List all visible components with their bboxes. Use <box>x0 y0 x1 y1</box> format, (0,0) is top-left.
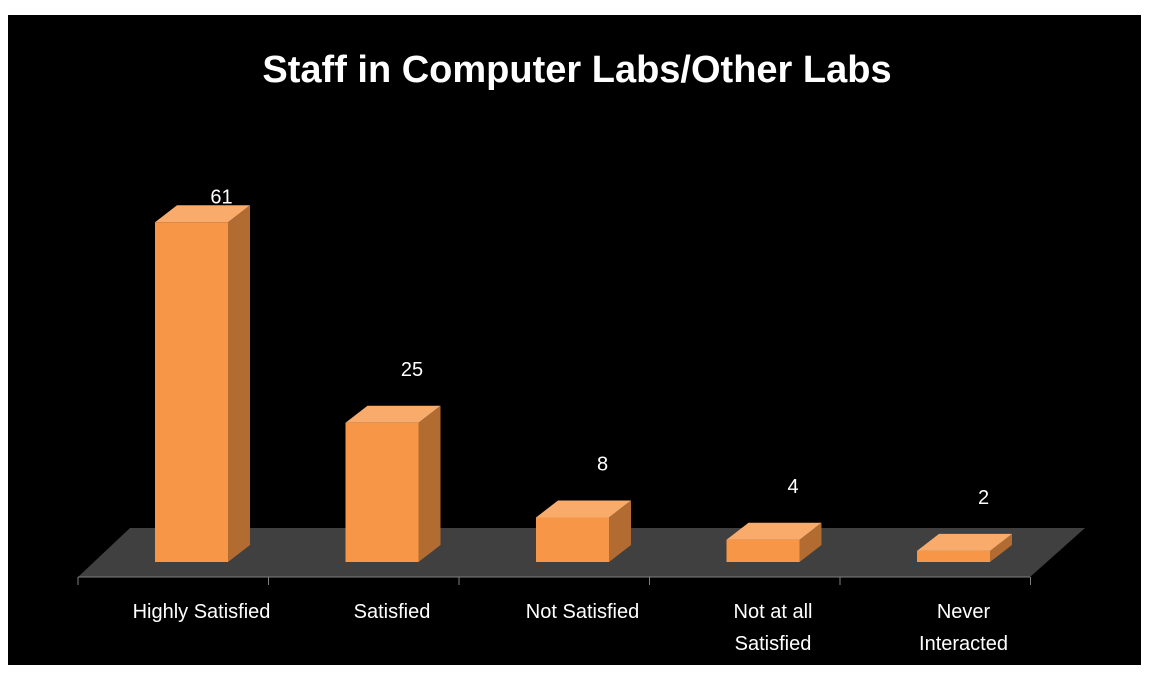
data-label: 61 <box>210 186 232 208</box>
data-label: 8 <box>597 454 608 476</box>
bar-top <box>155 205 250 223</box>
bar-front <box>726 539 800 562</box>
data-label: 25 <box>401 359 423 381</box>
bar-front <box>345 422 419 562</box>
bar-side <box>228 205 250 563</box>
bar-side <box>799 522 822 562</box>
bar-side <box>609 500 631 562</box>
bar-front <box>536 517 609 562</box>
bar-top <box>536 500 631 518</box>
chart-title: Staff in Computer Labs/Other Labs <box>262 49 891 91</box>
x-tick-label: Never Interacted <box>919 601 1008 655</box>
bar-front <box>155 222 228 563</box>
bar <box>155 205 250 563</box>
bar <box>726 522 822 562</box>
bar-front <box>917 550 990 562</box>
x-tick-label: Highly Satisfied <box>132 601 271 623</box>
x-tick-label: Not at all Satisfied <box>733 601 813 655</box>
bar-top <box>345 405 441 423</box>
bar-top <box>917 533 1012 551</box>
bar <box>536 500 631 562</box>
bar <box>917 533 1012 562</box>
bar-side <box>418 405 441 562</box>
data-label: 2 <box>978 487 989 509</box>
bar <box>345 405 441 562</box>
bar-top <box>726 522 822 540</box>
x-tick-label: Satisfied <box>353 601 431 623</box>
x-tick-label: Not Satisfied <box>525 601 640 623</box>
bar-side <box>990 533 1012 562</box>
data-label: 4 <box>787 476 798 498</box>
